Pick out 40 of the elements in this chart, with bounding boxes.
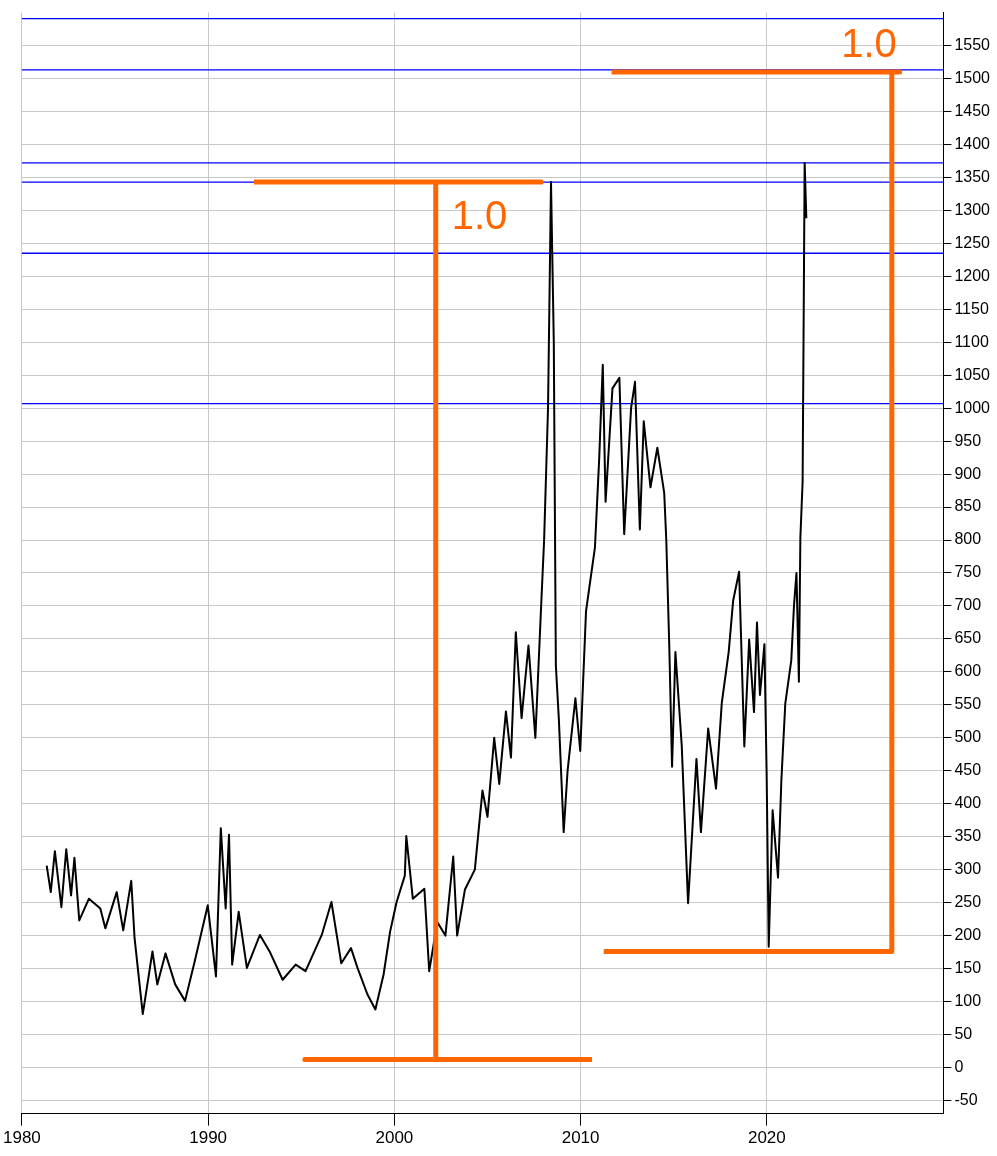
y-tick-label: 0: [954, 1057, 964, 1075]
y-tick-label: 1300: [954, 200, 991, 218]
y-tick-label: 1550: [954, 35, 991, 53]
y-tick-label: 950: [954, 431, 982, 449]
y-tick-label: 600: [954, 662, 982, 680]
x-tick-label: 1990: [189, 1128, 228, 1148]
y-tick-label: 1150: [954, 299, 989, 317]
y-tick-label: 1450: [954, 101, 991, 119]
y-tick-label: 1500: [954, 68, 991, 86]
y-tick-label: 200: [954, 926, 982, 943]
annotation: 1.0: [841, 20, 897, 65]
y-tick-label: 450: [954, 761, 982, 779]
y-tick-label: 300: [954, 860, 982, 878]
y-tick-label: 500: [954, 728, 982, 746]
y-tick-label: 1200: [954, 266, 991, 284]
x-tick-label: 2000: [375, 1128, 414, 1148]
y-tick-label: 750: [954, 563, 982, 581]
annotation: 1.0: [451, 193, 508, 238]
y-tick-label: 1250: [954, 233, 991, 251]
y-tick-label: 800: [954, 530, 982, 548]
y-tick-label: 700: [954, 596, 982, 614]
y-tick-label: 150: [954, 958, 982, 976]
y-tick-label: 1100: [954, 332, 989, 350]
y-tick-label: 850: [954, 497, 982, 515]
x-tick-label: 2010: [561, 1128, 600, 1148]
y-tick-label: -50: [954, 1090, 978, 1108]
y-tick-label: 550: [954, 695, 982, 713]
y-tick-label: 350: [954, 827, 982, 845]
y-tick-label: 650: [954, 629, 982, 647]
y-tick-label: 1400: [954, 134, 991, 152]
y-tick-label: 1350: [954, 167, 991, 185]
x-tick-label: 2020: [747, 1128, 786, 1148]
y-tick-label: 400: [954, 794, 982, 812]
x-tick-label: 1980: [3, 1128, 41, 1148]
y-tick-label: 50: [954, 1024, 973, 1042]
y-tick-label: 1050: [954, 365, 991, 383]
y-tick-label: 250: [954, 893, 982, 911]
y-tick-label: 900: [954, 464, 982, 482]
y-tick-label: 100: [954, 991, 982, 1009]
y-tick-label: 1000: [954, 398, 991, 416]
